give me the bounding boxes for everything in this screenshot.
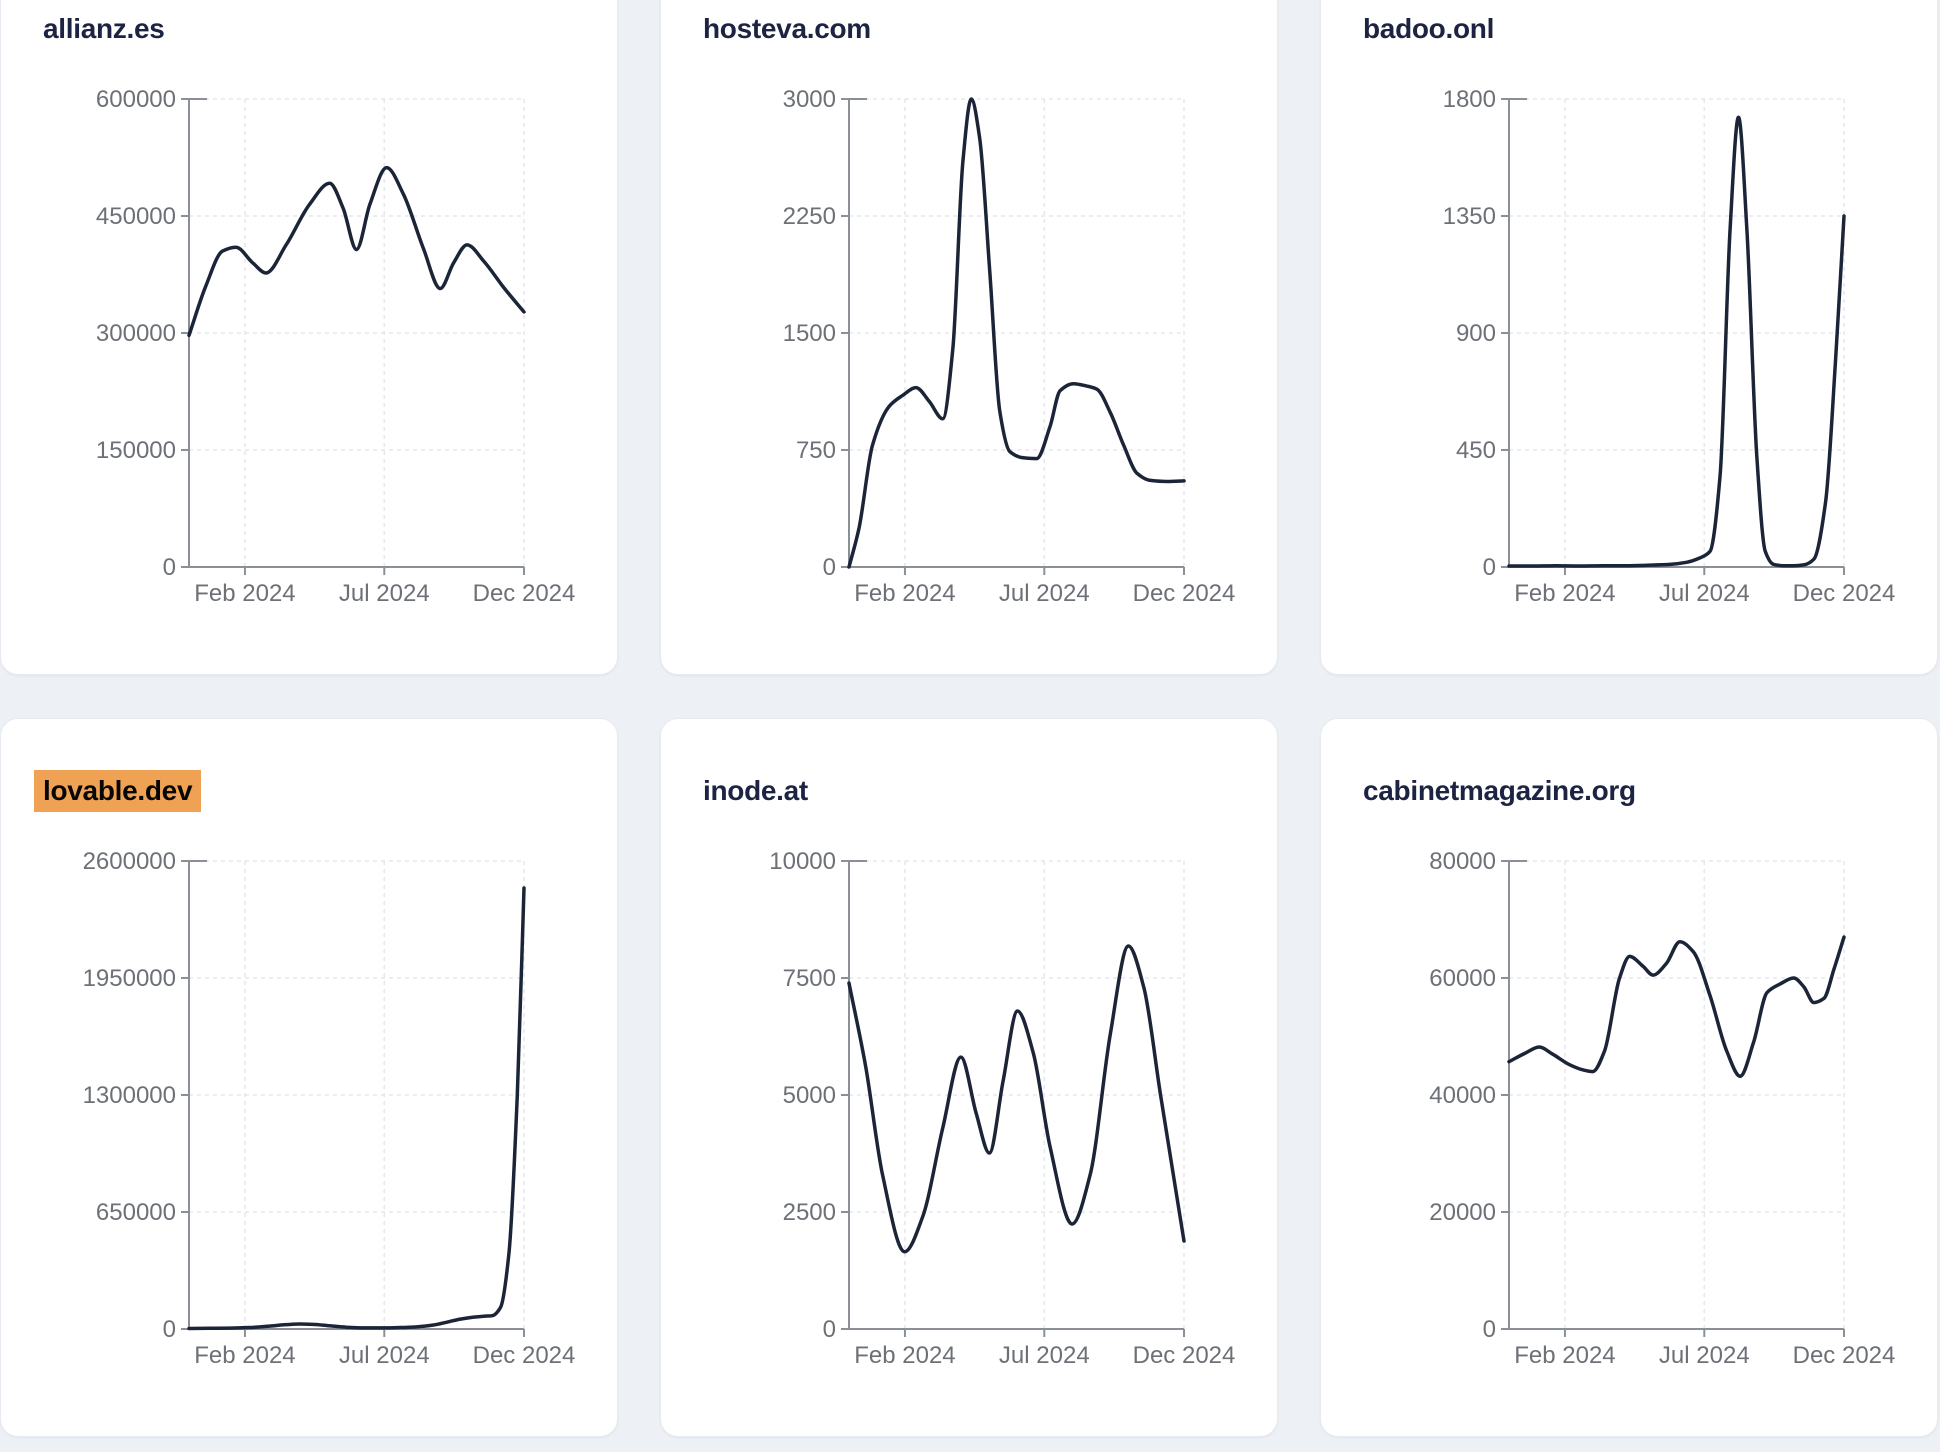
gridlines	[189, 860, 525, 1329]
chart-title-text: hosteva.com	[703, 13, 871, 44]
x-tick-label: Dec 2024	[1133, 580, 1236, 607]
chart-card-cabinetmagazine-org[interactable]: cabinetmagazine.org 0 20000 40000 60000 8000…	[1320, 718, 1938, 1437]
y-tick-label: 1500	[783, 320, 836, 347]
line-chart: 0 2500 5000 7500 10000 Feb 2024 Jul 2024 Dec 20…	[769, 848, 1235, 1369]
series-line	[1507, 115, 1846, 568]
y-tick-label: 3000	[783, 86, 836, 113]
x-tick-label: Feb 2024	[854, 1342, 955, 1369]
gridlines	[1509, 860, 1845, 1329]
axes	[1501, 860, 1845, 1337]
y-tick-label: 80000	[1429, 848, 1496, 875]
chart-title: cabinetmagazine.org	[1363, 775, 1636, 807]
tick-labels: 0 20000 40000 60000 80000 Feb 2024 Jul 2024 Dec…	[1429, 848, 1895, 1369]
chart-card-lovable-dev[interactable]: lovable.dev 0 650000 1300000 1950000 2600000…	[0, 718, 618, 1437]
axes	[181, 98, 525, 575]
y-tick-label: 2600000	[83, 848, 176, 875]
y-tick-label: 0	[823, 1316, 836, 1343]
chart-title-text: badoo.onl	[1363, 13, 1495, 44]
series-line	[187, 165, 526, 338]
axes	[1501, 98, 1845, 575]
x-tick-label: Dec 2024	[1133, 1342, 1236, 1369]
y-tick-label: 7500	[783, 965, 836, 992]
x-tick-label: Feb 2024	[854, 580, 955, 607]
x-tick-label: Jul 2024	[999, 580, 1090, 607]
y-tick-label: 1950000	[83, 965, 176, 992]
chart-title: allianz.es	[43, 13, 165, 45]
x-tick-label: Feb 2024	[1514, 1342, 1615, 1369]
y-tick-label: 1350	[1443, 203, 1496, 230]
y-tick-label: 450000	[96, 203, 176, 230]
y-tick-label: 600000	[96, 86, 176, 113]
chart-title-text-highlighted: lovable.dev	[34, 770, 202, 812]
y-tick-label: 750	[796, 437, 836, 464]
x-tick-label: Dec 2024	[1793, 1342, 1896, 1369]
chart-title: badoo.onl	[1363, 13, 1494, 45]
y-tick-label: 5000	[783, 1082, 836, 1109]
line-chart: 0 450 900 1350 1800 Feb 2024 Jul 2024 Dec 2024	[1443, 86, 1896, 607]
y-tick-label: 1300000	[83, 1082, 176, 1109]
x-tick-label: Jul 2024	[339, 580, 430, 607]
series-line	[187, 886, 526, 1331]
y-tick-label: 300000	[96, 320, 176, 347]
x-tick-label: Jul 2024	[999, 1342, 1090, 1369]
tick-labels: 0 2500 5000 7500 10000 Feb 2024 Jul 2024 Dec 20…	[769, 848, 1235, 1369]
series-line	[847, 97, 1186, 569]
tick-labels: 0 450 900 1350 1800 Feb 2024 Jul 2024 Dec 2024	[1443, 86, 1896, 607]
line-chart: 0 750 1500 2250 3000 Feb 2024 Jul 2024 Dec 2024	[783, 86, 1236, 607]
tick-labels: 0 150000 300000 450000 600000 Feb 2024 Jul 202…	[96, 86, 575, 607]
y-tick-label: 0	[823, 554, 836, 581]
chart-card-inode-at[interactable]: inode.at 0 2500 5000 7500 10000 Feb 2024 Jul 2…	[660, 718, 1278, 1437]
y-tick-label: 1800	[1443, 86, 1496, 113]
axes	[841, 860, 1185, 1337]
y-tick-label: 20000	[1429, 1199, 1496, 1226]
tick-labels: 0 650000 1300000 1950000 2600000 Feb 2024 Jul …	[83, 848, 576, 1369]
y-tick-label: 450	[1456, 437, 1496, 464]
line-chart: 0 150000 300000 450000 600000 Feb 2024 Jul 202…	[96, 86, 575, 607]
chart-title-text: cabinetmagazine.org	[1363, 775, 1636, 806]
x-tick-label: Dec 2024	[1793, 580, 1896, 607]
x-tick-label: Dec 2024	[473, 1342, 576, 1369]
series-line	[1507, 935, 1846, 1079]
y-tick-label: 40000	[1429, 1082, 1496, 1109]
tick-labels: 0 750 1500 2250 3000 Feb 2024 Jul 2024 Dec 2024	[783, 86, 1236, 607]
y-tick-label: 2500	[783, 1199, 836, 1226]
x-tick-label: Jul 2024	[339, 1342, 430, 1369]
line-chart: 0 650000 1300000 1950000 2600000 Feb 2024 Jul …	[83, 848, 576, 1369]
chart-title-text: allianz.es	[43, 13, 165, 44]
x-tick-label: Feb 2024	[1514, 580, 1615, 607]
y-tick-label: 900	[1456, 320, 1496, 347]
gridlines	[849, 98, 1185, 567]
line-chart: 0 20000 40000 60000 80000 Feb 2024 Jul 2024 Dec…	[1429, 848, 1895, 1369]
y-tick-label: 0	[1483, 554, 1496, 581]
y-tick-label: 10000	[769, 848, 836, 875]
y-tick-label: 0	[163, 554, 176, 581]
chart-title-text: inode.at	[703, 775, 808, 806]
axes	[841, 98, 1185, 575]
x-tick-label: Jul 2024	[1659, 580, 1750, 607]
x-tick-label: Jul 2024	[1659, 1342, 1750, 1369]
chart-title: lovable.dev	[34, 770, 202, 812]
chart-title: inode.at	[703, 775, 808, 807]
y-tick-label: 0	[163, 1316, 176, 1343]
gridlines	[849, 860, 1185, 1329]
y-tick-label: 150000	[96, 437, 176, 464]
series-line	[847, 944, 1186, 1254]
x-tick-label: Feb 2024	[194, 580, 295, 607]
y-tick-label: 650000	[96, 1199, 176, 1226]
chart-card-badoo-onl[interactable]: badoo.onl 0 450 900 1350 1800 Feb 2024 Jul 202…	[1320, 0, 1938, 675]
chart-card-allianz-es[interactable]: allianz.es 0 150000 300000 450000 600000 Feb …	[0, 0, 618, 675]
axes	[181, 860, 525, 1337]
gridlines	[189, 98, 525, 567]
x-tick-label: Dec 2024	[473, 580, 576, 607]
chart-card-hosteva-com[interactable]: hosteva.com 0 750 1500 2250 3000 Feb 2024 Jul …	[660, 0, 1278, 675]
x-tick-label: Feb 2024	[194, 1342, 295, 1369]
gridlines	[1509, 98, 1845, 567]
chart-title: hosteva.com	[703, 13, 871, 45]
y-tick-label: 2250	[783, 203, 836, 230]
y-tick-label: 60000	[1429, 965, 1496, 992]
y-tick-label: 0	[1483, 1316, 1496, 1343]
